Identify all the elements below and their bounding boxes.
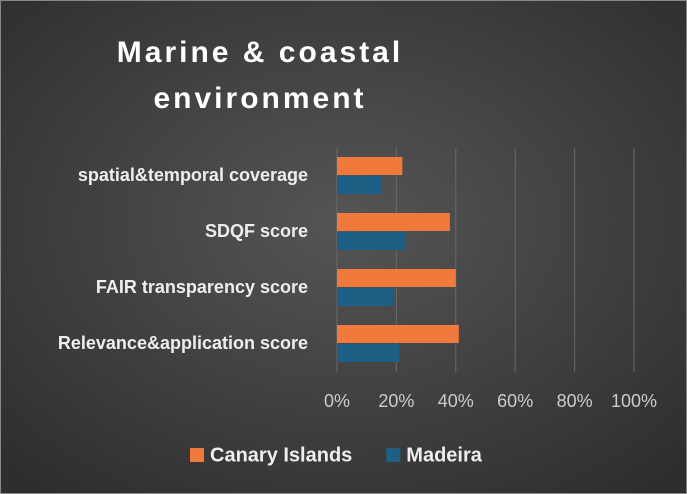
legend-label: Madeira [406,444,482,466]
bar [337,232,406,250]
x-tick-label: 80% [557,391,593,411]
legend-swatch [190,448,204,462]
bar [337,288,394,306]
x-tick-label: 0% [324,391,350,411]
bar [337,176,382,194]
chart-title: Marine & coastal environment [116,36,404,115]
x-tick-label: 20% [378,391,414,411]
legend-label: Canary Islands [210,444,352,466]
y-tick-label: spatial&temporal coverage [78,165,308,185]
x-tick-label: 40% [438,391,474,411]
bar [337,213,450,231]
x-tick-label: 100% [611,391,657,411]
bar [337,157,403,175]
legend-swatch [386,448,401,462]
bar [337,344,400,362]
x-tick-label: 60% [497,391,533,411]
y-tick-label: Relevance&application score [58,333,308,353]
bar [337,269,456,287]
bar [337,325,459,343]
y-tick-label: SDQF score [205,221,308,241]
y-tick-label: FAIR transparency score [96,277,308,297]
